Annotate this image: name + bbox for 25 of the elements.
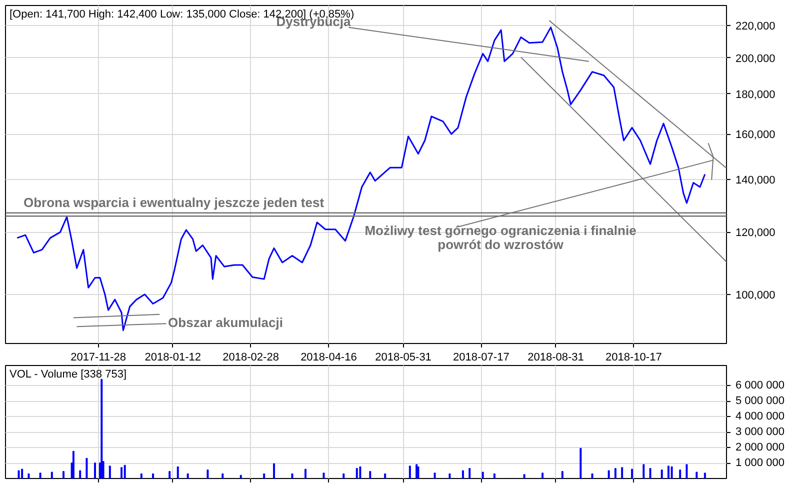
annotation: Możliwy test górnego ograniczenia i finalnie powrót do wzrostów — [364, 222, 636, 252]
y-tick-label: 3 000 000 — [736, 426, 784, 438]
x-tick-label: 2018-07-17 — [453, 352, 510, 364]
y-tick-label: 200,000 — [736, 52, 776, 65]
annotation: Obszar akumulacji — [168, 315, 283, 330]
x-tick-label: 2018-10-17 — [606, 352, 662, 364]
y-tick-label: 180,000 — [736, 88, 776, 101]
x-tick-label: 2018-08-31 — [528, 352, 584, 364]
y-tick-label: 160,000 — [736, 129, 776, 142]
y-tick-label: 220,000 — [736, 20, 776, 32]
x-tick-label: 2018-02-28 — [222, 352, 279, 364]
y-tick-label: 140,000 — [736, 174, 776, 187]
y-tick-label: 120,000 — [736, 227, 776, 240]
x-tick-label: 2018-01-12 — [144, 352, 202, 364]
y-tick-label: 100,000 — [736, 289, 776, 302]
chart-title: VOL - Volume [338 753] — [10, 368, 126, 380]
ref-line-label: Obrona wsparcia i ewentualny jeszcze jeden test — [24, 194, 325, 210]
x-tick-label: 2018-05-31 — [375, 352, 432, 364]
y-tick-label: 6 000 000 — [736, 380, 784, 392]
x-tick-label: 2017-11-28 — [70, 352, 126, 364]
x-tick-label: 2018-04-16 — [300, 352, 357, 364]
y-tick-label: 2 000 000 — [736, 442, 784, 454]
y-tick-label: 5 000 000 — [736, 395, 784, 408]
y-tick-label: 1 000 000 — [736, 457, 784, 470]
y-tick-label: 4 000 000 — [736, 410, 784, 423]
